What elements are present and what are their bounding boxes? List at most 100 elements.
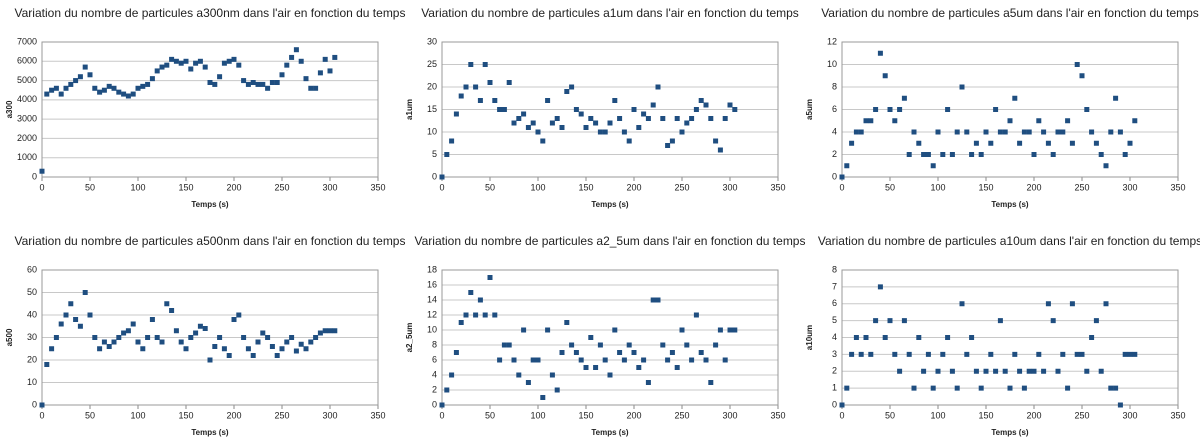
point [255,339,261,345]
point [549,120,555,126]
point [1060,351,1066,357]
y-tick-label: 0 [432,171,437,181]
point [159,339,165,345]
y-tick-label: 0 [832,171,837,181]
point [1007,385,1013,391]
point [921,368,927,374]
point [482,312,488,318]
point [449,138,455,144]
point [236,312,242,318]
point [303,346,309,352]
point [1122,152,1128,157]
point [597,342,603,348]
point [53,85,59,91]
point [665,143,671,148]
point [887,318,893,324]
point [1036,118,1042,124]
y-tick-label: 16 [427,279,437,289]
point [882,73,888,79]
point [1098,368,1104,374]
point [993,368,999,374]
point [901,95,907,101]
x-tick-label: 50 [485,182,495,192]
y-tick-label: 0 [32,171,37,181]
point [877,50,883,56]
point [293,47,299,53]
point [477,297,483,303]
point [973,368,979,374]
x-tick-label: 100 [930,182,945,192]
y-tick-label: 5 [832,315,837,325]
x-tick-label: 200 [626,182,641,192]
y-tick-label: 1000 [17,152,37,162]
x-tick-label: 0 [439,182,444,192]
plot-frame [441,269,779,406]
point [241,78,247,84]
point [1026,129,1032,135]
point [145,81,151,87]
y-tick-label: 8 [432,339,437,349]
x-axis-label: Temps (s) [191,428,229,437]
x-tick-label: 150 [178,410,193,420]
point [39,168,45,174]
x-tick-label: 0 [39,410,44,420]
point [964,129,970,135]
point [226,353,232,358]
point [1084,107,1090,112]
point [39,402,45,408]
point [853,129,859,135]
point [949,152,955,157]
point [1079,351,1085,357]
point [583,125,589,130]
point [116,335,122,340]
point [303,76,309,82]
point [1117,129,1123,135]
point [183,58,189,64]
point [988,351,994,357]
point [207,80,213,85]
point [650,297,656,303]
point [573,350,579,355]
point [193,60,199,66]
point [636,365,642,370]
point [940,351,946,357]
point [540,138,546,144]
point [473,84,479,90]
y-tick-label: 4000 [17,94,37,104]
x-tick-label: 250 [274,410,289,420]
point [53,335,59,340]
y-tick-label: 2 [832,366,837,376]
x-tick-label: 200 [226,410,241,420]
point [111,339,117,345]
point [593,120,599,126]
plot-frame [41,41,379,178]
point [1055,368,1061,374]
point [921,152,927,157]
point [269,344,275,349]
point [68,81,74,87]
point [1108,385,1114,391]
point [289,54,295,60]
x-tick-label: 300 [1122,182,1137,192]
point [1127,351,1133,357]
point [602,357,608,363]
point [964,351,970,357]
point [188,335,194,340]
point [901,318,907,324]
point [87,312,93,318]
point [121,330,127,336]
point [945,335,951,340]
point [145,335,151,340]
point [221,60,227,66]
point [689,116,695,121]
point [473,312,479,318]
point [564,320,570,325]
point [458,320,464,325]
point [732,107,738,112]
point [858,351,864,357]
point [641,357,647,363]
point [293,348,299,354]
point [140,83,146,89]
x-tick-label: 50 [885,410,895,420]
point [1079,73,1085,79]
